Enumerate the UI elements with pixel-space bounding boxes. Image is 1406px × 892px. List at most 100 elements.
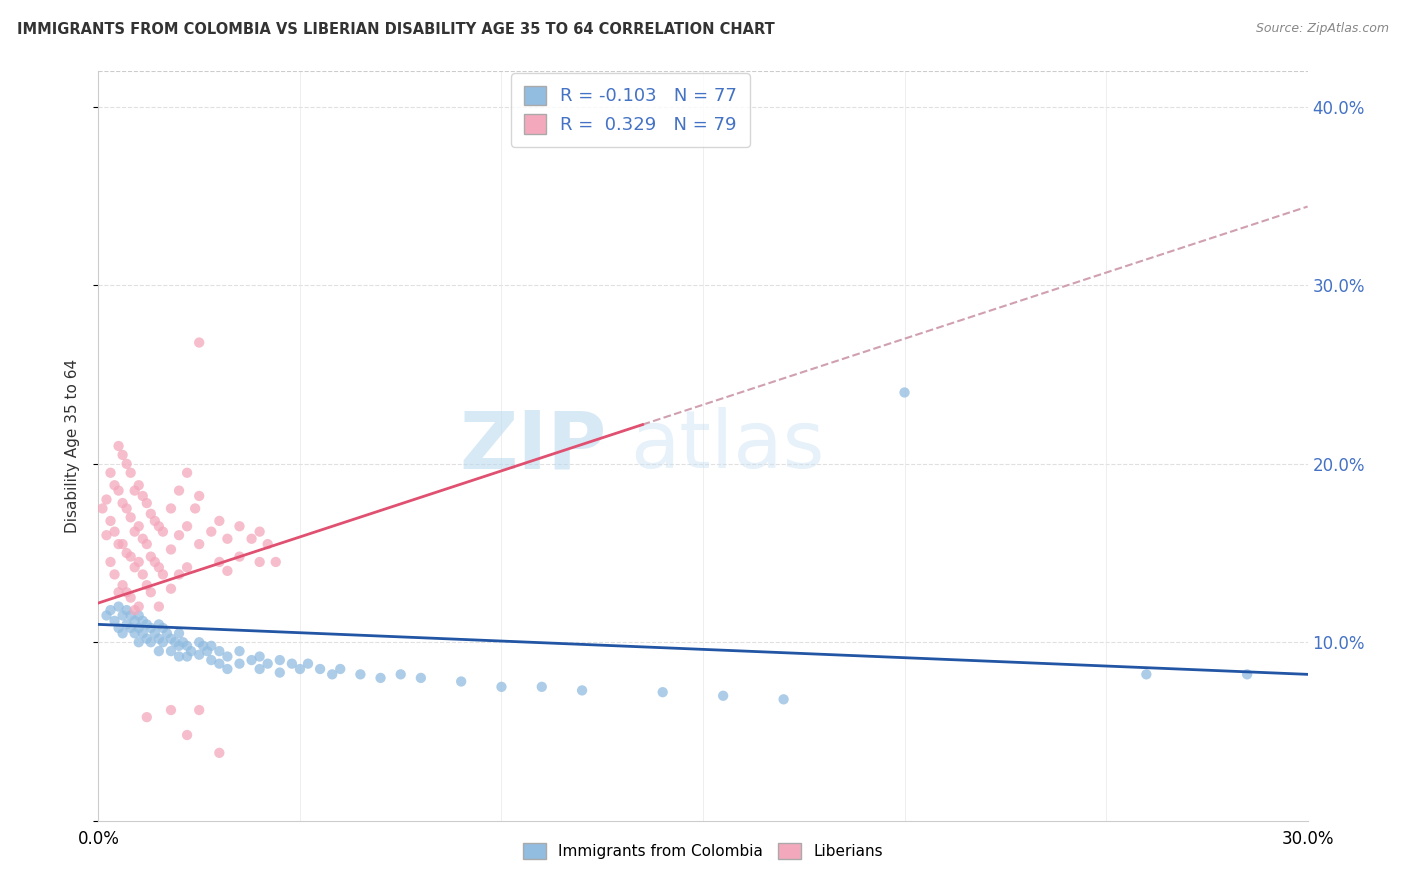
Point (188, 537, 211, 551)
Text: Source: ZipAtlas.com: Source: ZipAtlas.com (1256, 22, 1389, 36)
Point (143, 626, 166, 640)
Point (269, 653, 291, 667)
Point (148, 644, 170, 658)
Point (120, 621, 142, 635)
Point (450, 674, 472, 689)
Point (176, 560, 198, 574)
Point (132, 567, 155, 582)
Point (240, 532, 263, 546)
Point (321, 667, 343, 681)
Point (107, 439, 129, 453)
Point (120, 608, 142, 623)
Point (135, 617, 157, 632)
Point (163, 635, 186, 649)
Point (288, 662, 311, 676)
Point (281, 657, 304, 671)
Point (167, 483, 190, 498)
Point (128, 599, 150, 614)
Point (208, 555, 231, 569)
Point (115, 457, 138, 471)
Point (208, 644, 231, 658)
Point (124, 524, 146, 539)
Text: ZIP: ZIP (458, 407, 606, 485)
Point (115, 617, 138, 632)
Point (167, 639, 190, 653)
Point (176, 639, 198, 653)
Point (249, 524, 271, 539)
Point (111, 608, 134, 623)
Point (156, 626, 179, 640)
Point (180, 644, 202, 658)
Point (349, 667, 371, 681)
Point (176, 649, 198, 664)
Point (100, 603, 122, 617)
Point (571, 683, 593, 698)
Point (256, 657, 278, 671)
Point (100, 466, 122, 480)
Point (103, 478, 125, 492)
Point (100, 514, 122, 528)
Point (152, 635, 174, 649)
Point (530, 680, 553, 694)
Point (264, 555, 287, 569)
Point (124, 614, 146, 628)
Point (143, 555, 166, 569)
Point (139, 549, 162, 564)
Point (167, 528, 190, 542)
Point (139, 507, 162, 521)
Point (329, 662, 352, 676)
Point (195, 644, 218, 658)
Point (124, 603, 146, 617)
Point (107, 483, 129, 498)
Point (128, 478, 150, 492)
Point (249, 555, 271, 569)
Point (135, 537, 157, 551)
Point (200, 653, 222, 667)
Point (152, 621, 174, 635)
Point (103, 614, 125, 628)
Point (200, 524, 222, 539)
Point (176, 519, 198, 533)
Point (249, 662, 271, 676)
Text: atlas: atlas (630, 407, 825, 485)
Point (309, 662, 332, 676)
Point (217, 662, 239, 676)
Point (228, 519, 250, 533)
Point (139, 635, 162, 649)
Point (217, 649, 239, 664)
Point (111, 626, 134, 640)
Point (1135, 667, 1157, 681)
Point (135, 496, 157, 510)
Point (409, 671, 432, 685)
Point (208, 514, 231, 528)
Point (152, 567, 174, 582)
Point (111, 448, 134, 462)
Point (256, 537, 278, 551)
Point (200, 639, 222, 653)
Point (128, 555, 150, 569)
Point (120, 549, 142, 564)
Point (128, 621, 150, 635)
Point (107, 621, 129, 635)
Point (91, 501, 114, 516)
Point (132, 532, 155, 546)
Point (167, 649, 190, 664)
Point (167, 626, 190, 640)
Point (143, 514, 166, 528)
Point (772, 692, 794, 706)
Point (172, 635, 194, 649)
Point (152, 524, 174, 539)
Point (132, 614, 155, 628)
Point (228, 644, 250, 658)
Point (148, 560, 170, 574)
Point (107, 537, 129, 551)
Point (188, 648, 211, 662)
Point (188, 489, 211, 503)
Point (128, 519, 150, 533)
Point (107, 585, 129, 599)
Point (167, 567, 190, 582)
Point (124, 560, 146, 574)
Point (103, 567, 125, 582)
Point (120, 510, 142, 524)
Point (160, 582, 183, 596)
